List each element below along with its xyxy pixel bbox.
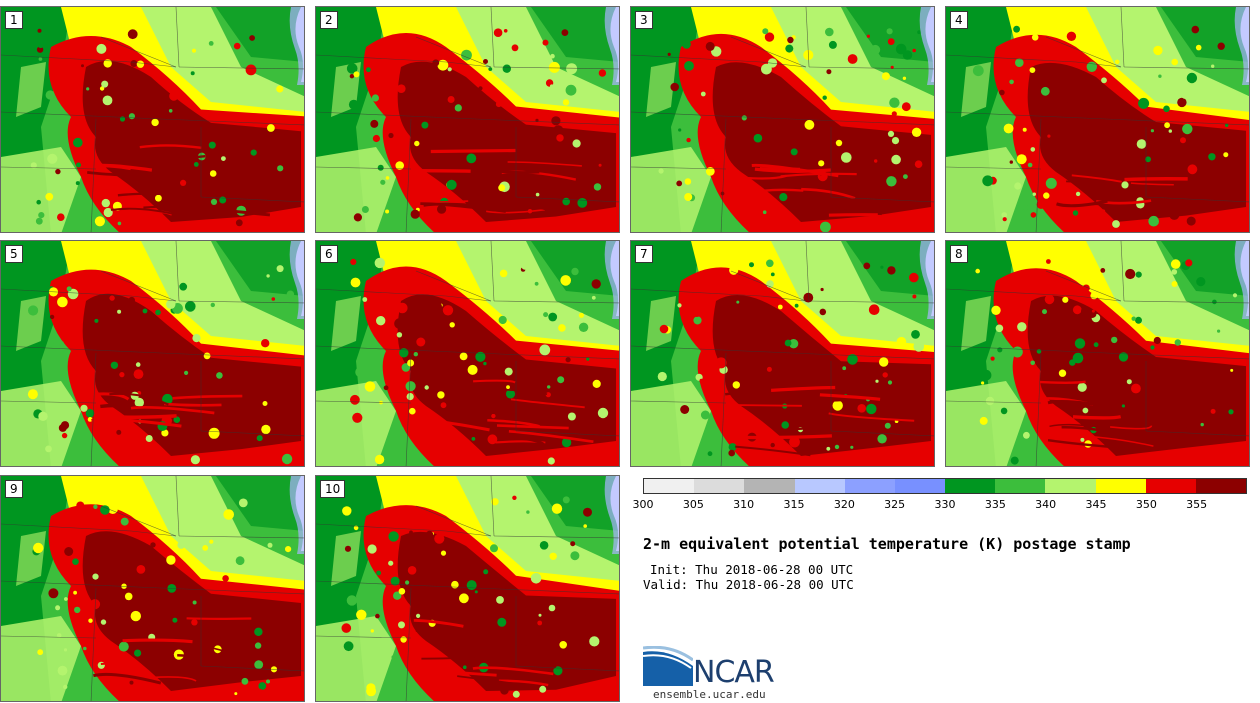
map-panel: 9: [0, 475, 305, 702]
member-number: 3: [635, 11, 653, 29]
legend-swatch: [744, 479, 795, 493]
map-panel: 2: [315, 6, 620, 233]
init-time: Init: Thu 2018-06-28 00 UTC: [650, 562, 854, 577]
map-panel: 8: [945, 240, 1250, 467]
legend-tick-label: 340: [1035, 498, 1057, 511]
member-number: 4: [950, 11, 968, 29]
color-legend: [643, 478, 1247, 494]
member-number: 9: [5, 480, 23, 498]
legend-swatch: [1195, 479, 1247, 493]
map-panel: 5: [0, 240, 305, 467]
legend-swatch: [694, 479, 745, 493]
legend-tick-label: 345: [1085, 498, 1107, 511]
legend-swatch: [1045, 479, 1096, 493]
legend-swatch: [1095, 479, 1146, 493]
map-panel: 3: [630, 6, 935, 233]
member-number: 6: [320, 245, 338, 263]
legend-tick-label: 315: [783, 498, 805, 511]
legend-swatch: [894, 479, 946, 493]
valid-time: Valid: Thu 2018-06-28 00 UTC: [643, 577, 854, 592]
legend-tick-label: 350: [1135, 498, 1157, 511]
legend-tick-label: 300: [632, 498, 654, 511]
map-panel: 7: [630, 240, 935, 467]
legend-swatch: [844, 479, 895, 493]
legend-swatch: [945, 479, 996, 493]
member-number: 2: [320, 11, 338, 29]
ncar-logo: NCAR ensemble.ucar.edu: [643, 646, 803, 701]
logo-url: ensemble.ucar.edu: [653, 688, 766, 701]
logo-wordmark: NCAR: [693, 655, 775, 690]
map-panel: 10: [315, 475, 620, 702]
map-panel: 1: [0, 6, 305, 233]
member-number: 1: [5, 11, 23, 29]
legend-tick-label: 305: [682, 498, 704, 511]
legend-tick-label: 310: [733, 498, 755, 511]
member-number: 7: [635, 245, 653, 263]
legend-swatch: [794, 479, 845, 493]
legend-tick-label: 325: [884, 498, 906, 511]
legend-tick-label: 355: [1186, 498, 1208, 511]
legend-ticks: 300 305 310 315 320 325 330 335 340 345 350 355: [633, 498, 1247, 514]
legend-swatch: [995, 479, 1046, 493]
member-number: 8: [950, 245, 968, 263]
legend-tick-label: 335: [984, 498, 1006, 511]
legend-swatch: [1145, 479, 1196, 493]
map-panel: 6: [315, 240, 620, 467]
legend-swatch: [644, 479, 695, 493]
member-number: 10: [320, 480, 346, 498]
plot-title: 2-m equivalent potential temperature (K)…: [643, 535, 1131, 553]
ncar-logo-icon: [643, 646, 693, 686]
legend-tick-label: 320: [833, 498, 855, 511]
legend-tick-label: 330: [934, 498, 956, 511]
map-panel: 4: [945, 6, 1250, 233]
member-number: 5: [5, 245, 23, 263]
